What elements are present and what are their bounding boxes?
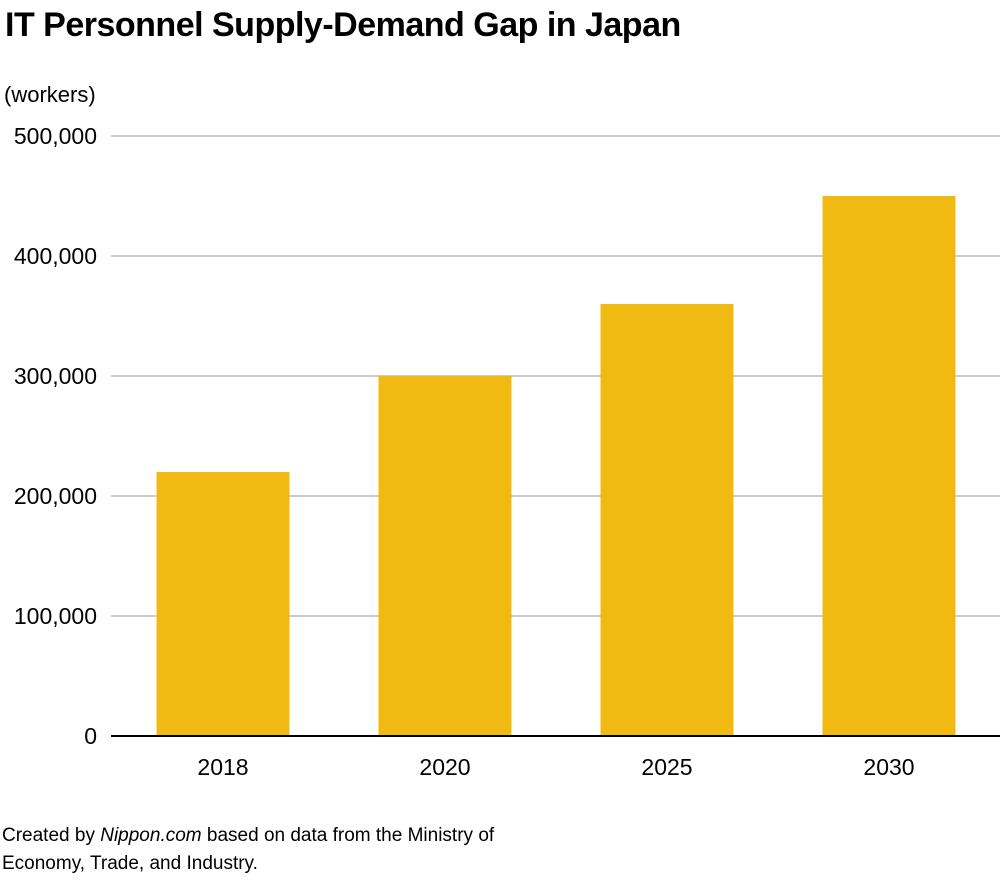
y-axis-tick-labels: 0 100,000 200,000 300,000 400,000 500,000 — [14, 123, 97, 749]
x-tick-label: 2018 — [197, 754, 248, 780]
bar-2030 — [822, 196, 956, 736]
source-name: Nippon.com — [100, 825, 202, 846]
y-tick-label: 500,000 — [14, 123, 97, 149]
bar-2025 — [600, 304, 734, 736]
x-tick-label: 2020 — [419, 754, 470, 780]
y-axis-unit-label: (workers) — [4, 82, 96, 107]
y-tick-label: 200,000 — [14, 483, 97, 509]
x-tick-label: 2025 — [641, 754, 692, 780]
source-footnote: Created by Nippon.com based on data from… — [2, 822, 494, 878]
bar-chart: 0 100,000 200,000 300,000 400,000 500,000 201… — [14, 123, 1000, 780]
y-tick-label: 0 — [84, 723, 97, 749]
footnote-suffix: based on data from the Ministry of — [201, 825, 495, 846]
y-tick-label: 400,000 — [14, 243, 97, 269]
bars — [156, 196, 956, 736]
y-tick-label: 300,000 — [14, 363, 97, 389]
x-axis-tick-labels: 2018 2020 2025 2030 — [197, 754, 914, 780]
bar-2020 — [378, 376, 512, 736]
chart-title: IT Personnel Supply-Demand Gap in Japan — [5, 6, 681, 44]
bar-2018 — [156, 472, 290, 736]
x-tick-label: 2030 — [863, 754, 914, 780]
y-tick-label: 100,000 — [14, 603, 97, 629]
footnote-prefix: Created by — [2, 825, 101, 846]
footnote-line2: Economy, Trade, and Industry. — [2, 853, 258, 874]
